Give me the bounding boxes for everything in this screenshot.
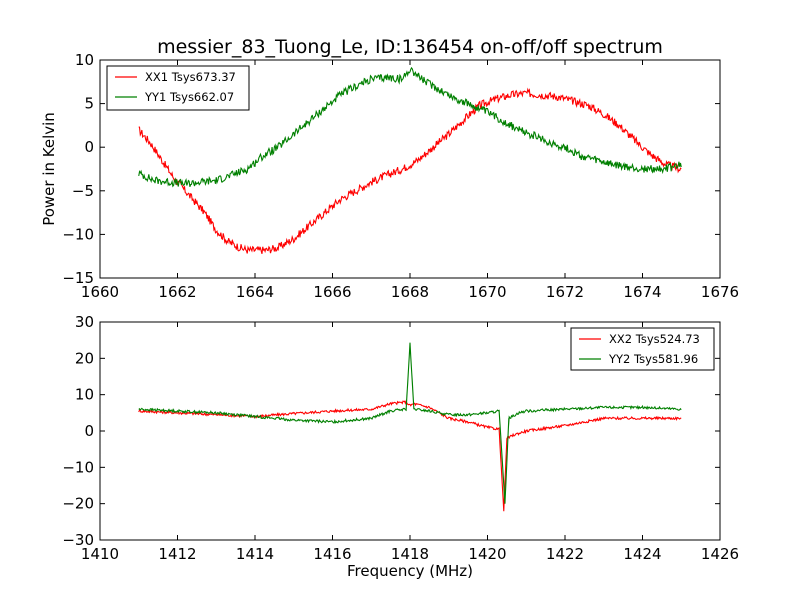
x-tick-label: 1670 (468, 283, 506, 301)
chart-title: messier_83_Tuong_Le, ID:136454 on-off/of… (157, 36, 663, 58)
x-tick-label: 1674 (623, 283, 661, 301)
legend: XX2 Tsys524.73 YY2 Tsys581.96 (570, 327, 715, 371)
series-line-xx1 (138, 87, 682, 254)
x-tick-label: 1410 (81, 545, 119, 563)
series-line-yy1 (138, 66, 682, 188)
series-line-yy2 (138, 342, 682, 504)
x-tick-label: 1676 (701, 283, 739, 301)
legend-box (106, 65, 250, 111)
y-tick-label: 10 (75, 386, 94, 404)
x-tick-label: 1426 (701, 545, 739, 563)
y-tick-label: 0 (84, 138, 94, 156)
y-tick-label: −30 (62, 531, 94, 549)
legend: XX1 Tsys673.37 YY1 Tsys662.07 (106, 65, 250, 111)
legend-label: YY1 Tsys662.07 (144, 90, 234, 104)
legend-label: XX2 Tsys524.73 (609, 332, 700, 346)
y-tick-label: 5 (84, 95, 94, 113)
x-tick-label: 1420 (468, 545, 506, 563)
x-tick-label: 1660 (81, 283, 119, 301)
y-tick-label: −20 (62, 495, 94, 513)
x-tick-label: 1416 (313, 545, 351, 563)
y-tick-label: −15 (62, 269, 94, 287)
legend-label: XX1 Tsys673.37 (145, 70, 236, 84)
x-tick-label: 1424 (623, 545, 661, 563)
x-axis-label: Frequency (MHz) (347, 562, 473, 580)
y-tick-label: −10 (62, 225, 94, 243)
y-tick-label: 10 (75, 51, 94, 69)
y-tick-label: 0 (84, 422, 94, 440)
x-tick-label: 1412 (158, 545, 196, 563)
x-tick-label: 1664 (236, 283, 274, 301)
legend-box (570, 327, 715, 371)
bottom-panel: 1410 1412 1414 1416 1418 1420 1422 1424 1426 −30 −… (62, 313, 739, 580)
y-tick-label: 30 (75, 313, 94, 331)
y-tick-label: 20 (75, 349, 94, 367)
x-tick-label: 1668 (391, 283, 429, 301)
x-tick-label: 1662 (158, 283, 196, 301)
x-tick-label: 1666 (313, 283, 351, 301)
x-tick-label: 1672 (546, 283, 584, 301)
y-tick-label: −10 (62, 458, 94, 476)
legend-label: YY2 Tsys581.96 (608, 352, 698, 366)
series-line-xx2 (138, 399, 682, 512)
x-tick-label: 1418 (391, 545, 429, 563)
y-tick-label: −5 (72, 182, 94, 200)
top-panel: 1660 1662 1664 1666 1668 1670 1672 1674 1676 −15 −… (40, 51, 739, 301)
x-tick-label: 1422 (546, 545, 584, 563)
x-tick-label: 1414 (236, 545, 274, 563)
y-axis-label: Power in Kelvin (40, 112, 58, 226)
